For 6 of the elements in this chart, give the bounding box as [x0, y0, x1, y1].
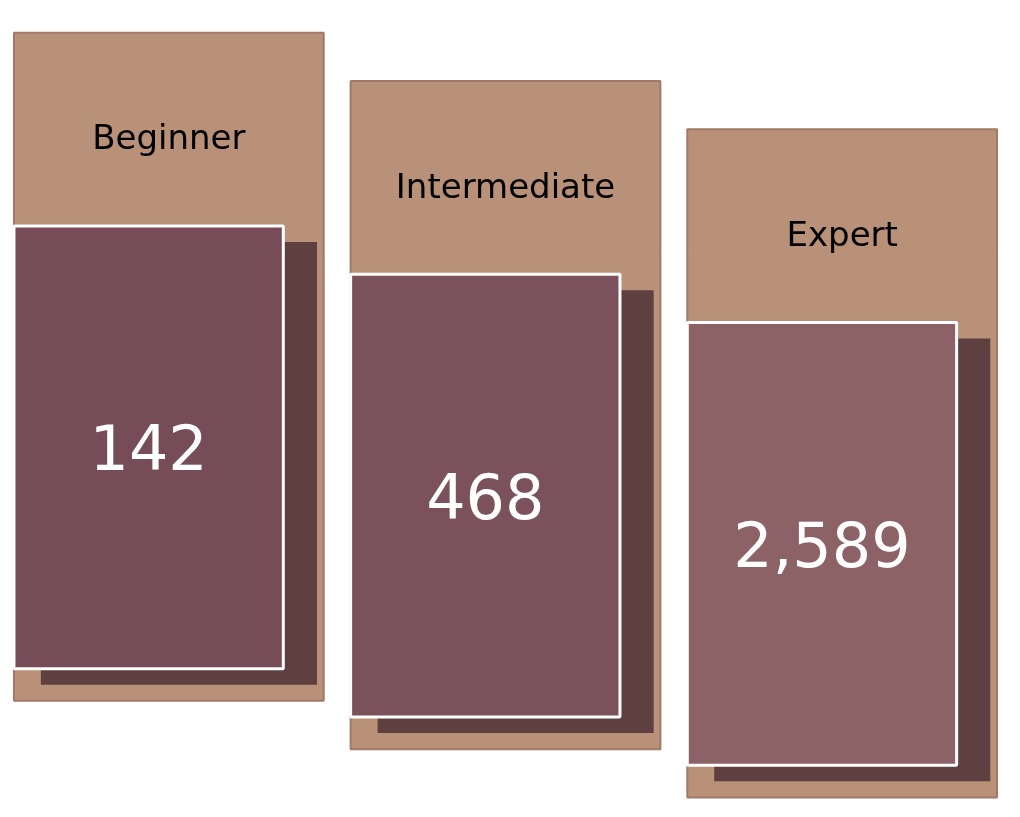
category-label: Expert: [786, 213, 898, 254]
category-label: Intermediate: [395, 165, 616, 206]
category-label: Beginner: [92, 117, 246, 158]
data-label: 142: [89, 412, 208, 486]
data-label: 468: [426, 460, 545, 534]
data-label: 2,589: [733, 508, 911, 582]
